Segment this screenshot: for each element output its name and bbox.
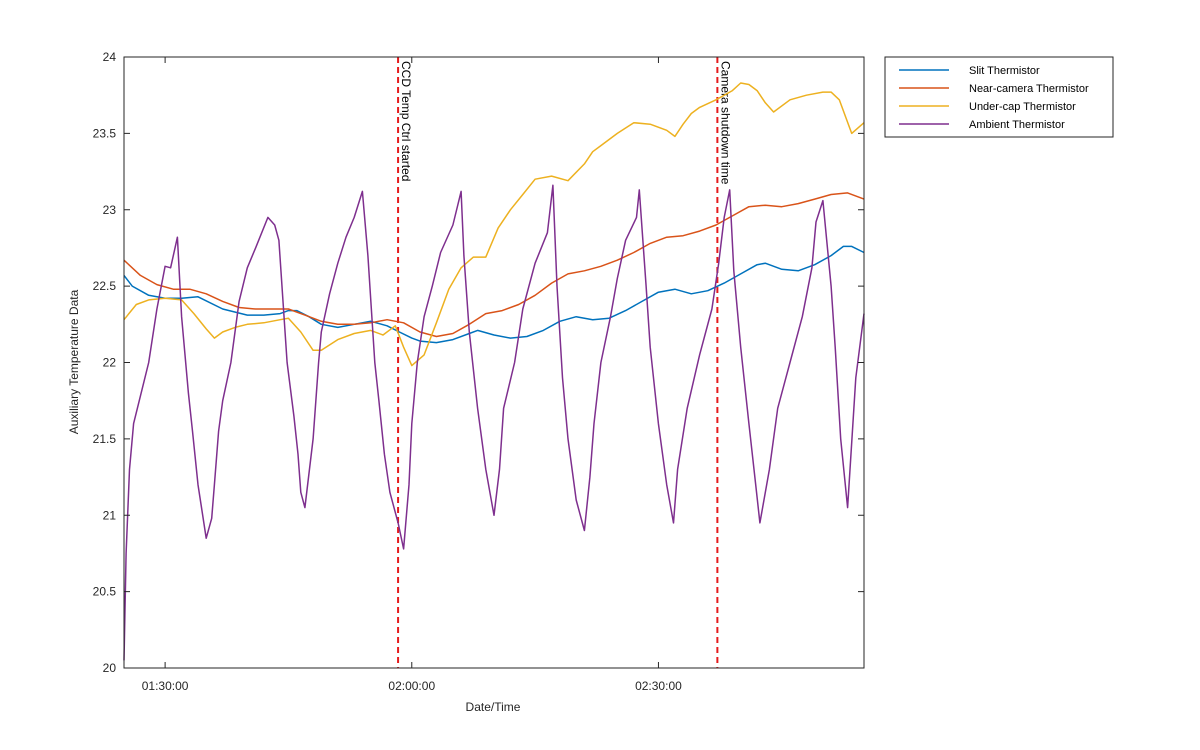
tick-labels: 20 20.5 21 21.5 22 22.5 23 23.5 24 01:30:00 02:00:… <box>93 50 864 693</box>
y-tick-label: 20.5 <box>93 585 117 599</box>
y-tick-label: 23.5 <box>93 126 117 140</box>
series-lines <box>123 82 865 661</box>
legend-entry: Near-camera Thermistor <box>969 83 1089 95</box>
y-tick-label: 21 <box>103 508 117 522</box>
y-tick-label: 23 <box>103 203 117 217</box>
legend-entry: Ambient Thermistor <box>969 119 1065 131</box>
x-tick-label: 02:30:00 <box>635 679 682 693</box>
series-line-near-camera-thermistor <box>123 192 865 338</box>
y-tick-label: 20 <box>103 661 117 675</box>
y-tick-label: 22 <box>103 356 117 370</box>
annotations: CCD Temp Ctrl started Camera shutdown tim… <box>397 57 732 668</box>
x-tick-label: 01:30:00 <box>142 679 189 693</box>
x-axis-label: Date/Time <box>466 700 521 714</box>
y-tick-label: 24 <box>103 50 117 64</box>
series-line-slit-thermistor <box>123 245 865 344</box>
annotation-label-1: Camera shutdown time <box>718 61 732 185</box>
legend-entry: Under-cap Thermistor <box>969 101 1076 113</box>
series-line-ambient-thermistor <box>123 184 865 661</box>
series-line-under-cap-thermistor <box>123 82 865 367</box>
plot-background <box>124 57 864 668</box>
y-tick-label: 22.5 <box>93 279 117 293</box>
y-tick-label: 21.5 <box>93 432 117 446</box>
y-axis-label: Auxiliary Temperature Data <box>67 289 81 434</box>
legend-entry: Slit Thermistor <box>969 65 1040 77</box>
legend: Slit Thermistor Near-camera Thermistor Und… <box>884 56 1114 138</box>
x-tick-label: 02:00:00 <box>388 679 435 693</box>
plot-area <box>124 57 864 668</box>
annotation-label-0: CCD Temp Ctrl started <box>399 61 413 181</box>
